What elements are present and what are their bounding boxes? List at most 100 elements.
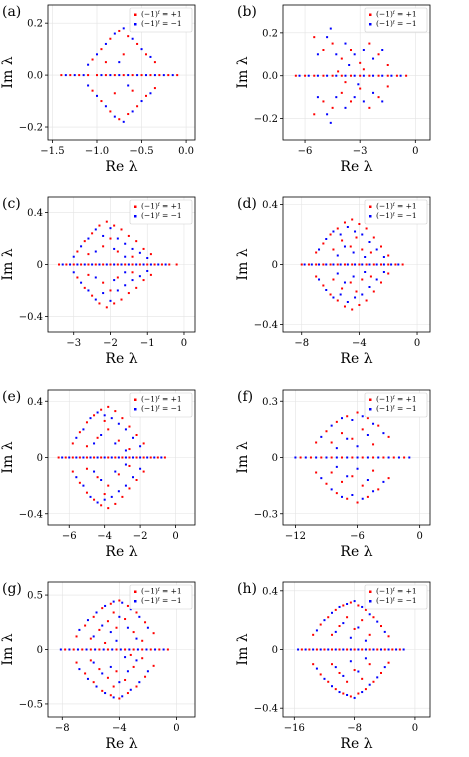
data-point	[121, 456, 124, 459]
data-point	[83, 240, 86, 243]
data-point	[358, 304, 361, 306]
data-point	[336, 227, 339, 230]
y-tick-label: 0	[37, 260, 43, 271]
data-point	[104, 692, 107, 695]
data-point	[91, 232, 94, 235]
panel-g: −8 −4 0 −0.5 0 0.5 Re λ Im λ (g) (−1)ᶠ = +1(−1)ᶠ …	[0, 581, 196, 752]
data-point	[60, 74, 63, 77]
legend-marker	[134, 215, 137, 218]
data-point	[327, 680, 330, 683]
data-point	[109, 37, 112, 40]
data-point	[86, 619, 89, 622]
data-point	[344, 81, 347, 84]
plot-frame	[47, 4, 196, 141]
data-point	[344, 74, 347, 77]
data-point	[394, 263, 397, 266]
data-point	[383, 666, 386, 669]
legend-label: (−1)ᶠ = −1	[376, 211, 417, 220]
x-tick-label: −1.5	[40, 146, 64, 157]
data-point	[377, 53, 380, 56]
data-point	[368, 286, 371, 288]
data-point	[72, 648, 75, 651]
data-point	[372, 616, 375, 619]
data-point	[357, 670, 360, 673]
data-point	[96, 74, 98, 77]
data-point	[357, 83, 360, 86]
data-point	[318, 248, 321, 251]
data-point	[138, 251, 141, 254]
data-point	[124, 463, 127, 466]
data-point	[366, 417, 369, 420]
data-point	[120, 228, 123, 231]
data-point	[331, 42, 334, 45]
data-point	[327, 648, 330, 651]
data-point	[100, 434, 103, 436]
data-point	[342, 622, 345, 625]
data-point	[343, 305, 346, 308]
data-point	[118, 681, 121, 684]
data-point	[372, 74, 375, 77]
y-axis-label: Im λ	[235, 56, 251, 88]
data-point	[107, 428, 110, 431]
data-point	[349, 245, 352, 248]
data-point	[335, 456, 338, 459]
x-tick-label: −6	[350, 531, 365, 542]
data-point	[375, 278, 378, 281]
data-point	[109, 263, 112, 266]
data-point	[146, 626, 149, 629]
data-point	[94, 276, 97, 279]
data-point	[315, 263, 318, 266]
data-point	[366, 479, 369, 481]
x-tick-label: −4	[97, 531, 112, 542]
data-point	[356, 467, 359, 470]
data-point	[361, 248, 364, 251]
data-point	[100, 456, 103, 459]
data-point	[368, 648, 371, 651]
data-point	[116, 289, 119, 292]
data-point	[338, 691, 341, 694]
data-point	[331, 685, 333, 688]
legend-label: (−1)ᶠ = +1	[376, 587, 417, 596]
data-point	[313, 74, 316, 77]
panel-label: (a)	[2, 4, 21, 20]
data-point	[330, 471, 333, 474]
legend-box	[129, 199, 193, 225]
data-point	[340, 91, 343, 94]
legend-marker	[134, 205, 137, 208]
y-tick-label: 0	[37, 645, 43, 656]
data-point	[113, 263, 116, 266]
data-point	[315, 441, 318, 444]
legend-label: (−1)ᶠ = −1	[141, 596, 182, 605]
data-point	[87, 63, 90, 66]
data-point	[87, 84, 90, 87]
data-point	[98, 668, 101, 671]
data-point	[109, 237, 112, 240]
data-point	[113, 92, 116, 95]
data-point	[89, 495, 92, 498]
data-point	[131, 110, 134, 113]
data-point	[104, 604, 107, 607]
data-point	[334, 630, 337, 633]
data-point	[340, 57, 343, 60]
data-point	[127, 74, 130, 77]
data-point	[94, 648, 97, 651]
data-point	[93, 414, 96, 417]
data-point	[75, 661, 78, 664]
data-point	[126, 604, 129, 607]
data-point	[78, 668, 81, 671]
data-point	[325, 238, 328, 240]
data-point	[112, 696, 115, 699]
data-point	[118, 615, 121, 618]
data-point	[342, 604, 345, 607]
data-point	[109, 289, 112, 292]
y-tick-label: 0.4	[27, 397, 43, 408]
data-point	[353, 648, 356, 651]
data-point	[96, 456, 99, 459]
data-point	[372, 263, 375, 266]
data-point	[107, 405, 110, 408]
data-point	[364, 271, 367, 273]
data-point	[334, 648, 337, 651]
x-tick-label: 0	[414, 338, 420, 349]
data-point	[72, 255, 75, 258]
data-point	[85, 491, 88, 494]
